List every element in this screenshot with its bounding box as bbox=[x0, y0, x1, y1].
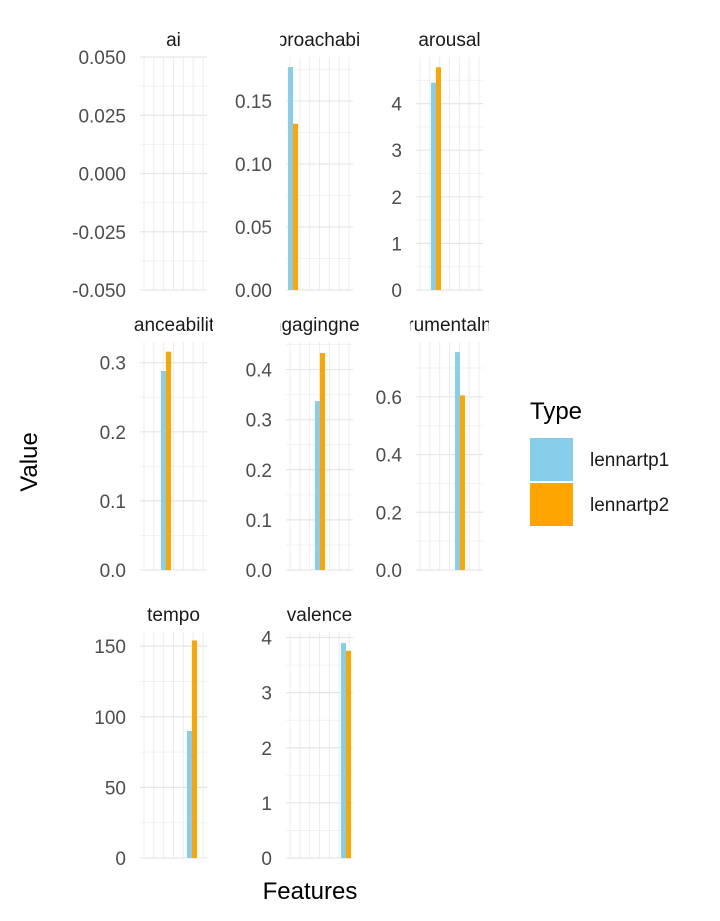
y-tick-label: 50 bbox=[105, 778, 126, 799]
y-tick-label: 0.00 bbox=[235, 281, 272, 302]
bar-instrumentalness-lennartp2 bbox=[460, 395, 465, 570]
y-tick-label: 0.3 bbox=[246, 411, 272, 432]
y-tick-label: 0.025 bbox=[78, 106, 126, 127]
facet-strip-label: instrumentalness bbox=[378, 315, 522, 336]
y-tick-label: 150 bbox=[94, 637, 126, 658]
facet-panel-danceability: 0.0 0.1 0.2 0.3 danceability bbox=[100, 315, 224, 582]
y-tick-label: 0.0 bbox=[376, 561, 402, 582]
x-axis-title: Features bbox=[263, 878, 358, 905]
y-tick-label: 0.1 bbox=[246, 511, 272, 532]
y-axis-title: Value bbox=[16, 432, 43, 492]
facet-panel-tempo: 0 50 100 150 tempo bbox=[94, 605, 207, 870]
bar-valence-lennartp2 bbox=[346, 650, 351, 858]
legend-label-lennartp1: lennartp1 bbox=[590, 450, 669, 471]
legend: Type lennartp1 lennartp2 bbox=[530, 398, 669, 526]
y-tick-label: 4 bbox=[391, 95, 402, 116]
facet-panel-instrumentalness: 0.0 0.2 0.4 0.6 instrumentalness bbox=[376, 315, 522, 582]
bar-danceability-lennartp1 bbox=[161, 371, 166, 570]
facet-panels: -0.050-0.0250.0000.0250.050ai0.000.050.1… bbox=[72, 30, 522, 870]
facet-strip-label: danceability bbox=[123, 315, 224, 336]
y-tick-label: 0.15 bbox=[235, 92, 272, 113]
y-tick-label: 0 bbox=[115, 849, 126, 870]
y-tick-label: 0.4 bbox=[376, 446, 403, 467]
bar-valence-lennartp1 bbox=[341, 643, 346, 858]
facet-strip-label: tempo bbox=[147, 605, 200, 626]
bar-tempo-lennartp2 bbox=[192, 640, 197, 858]
y-tick-label: 2 bbox=[261, 739, 272, 760]
bar-engagingness-lennartp2 bbox=[320, 353, 325, 570]
y-tick-label: 1 bbox=[261, 794, 272, 815]
y-tick-label: 1 bbox=[391, 234, 402, 255]
bar-engagingness-lennartp1 bbox=[315, 401, 320, 570]
y-tick-label: 0.1 bbox=[100, 492, 126, 513]
y-tick-label: 0.05 bbox=[235, 218, 272, 239]
bar-approachability-lennartp2 bbox=[293, 123, 298, 291]
facet-panel-engagingness: 0.0 0.1 0.2 0.3 0.4 engagingness bbox=[246, 315, 378, 582]
y-tick-label: 100 bbox=[94, 708, 126, 729]
y-tick-label: 0.0 bbox=[100, 561, 126, 582]
y-tick-label: 0 bbox=[391, 281, 402, 302]
y-tick-label: 3 bbox=[391, 141, 402, 162]
legend-title: Type bbox=[530, 398, 582, 425]
y-tick-label: 4 bbox=[261, 629, 272, 650]
legend-key-lennartp1 bbox=[530, 438, 573, 481]
bar-approachability-lennartp1 bbox=[288, 67, 293, 290]
facet-panel-ai: -0.050 -0.025 0.000 0.025 0.050 ai bbox=[72, 30, 207, 302]
y-tick-label: 0.3 bbox=[100, 354, 126, 375]
y-tick-label: 2 bbox=[391, 188, 402, 209]
bar-arousal-lennartp1 bbox=[431, 82, 436, 290]
y-tick-label: -0.050 bbox=[72, 281, 126, 302]
facet-panel-approachability: 0.00 0.05 0.10 0.15 approachability bbox=[235, 30, 384, 302]
bar-instrumentalness-lennartp1 bbox=[455, 352, 460, 570]
y-tick-label: 0.050 bbox=[78, 48, 126, 69]
bar-danceability-lennartp2 bbox=[166, 351, 171, 570]
facet-strip-label: approachability bbox=[256, 30, 384, 51]
y-tick-label: 0.6 bbox=[376, 388, 402, 409]
y-tick-label: 0.0 bbox=[246, 561, 272, 582]
y-tick-label: 0.2 bbox=[246, 461, 272, 482]
facet-strip-label: engagingness bbox=[260, 315, 378, 336]
legend-key-lennartp2 bbox=[530, 483, 573, 526]
y-tick-label: 0.2 bbox=[376, 503, 402, 524]
facet-panel-arousal: 0 1 2 3 4 arousal bbox=[391, 30, 483, 302]
y-tick-label: 3 bbox=[261, 684, 272, 705]
y-tick-label: 0.10 bbox=[235, 155, 272, 176]
y-tick-label: 0.000 bbox=[78, 165, 126, 186]
facet-strip-label: arousal bbox=[418, 30, 480, 51]
y-tick-label: -0.025 bbox=[72, 223, 126, 244]
bar-arousal-lennartp2 bbox=[436, 67, 441, 290]
y-tick-label: 0.4 bbox=[246, 361, 273, 382]
bar-tempo-lennartp1 bbox=[187, 730, 192, 858]
facet-strip-label: ai bbox=[166, 30, 181, 51]
y-tick-label: 0.2 bbox=[100, 423, 126, 444]
facet-strip-label: valence bbox=[287, 605, 353, 626]
facet-panel-valence: 0 1 2 3 4 valence bbox=[261, 605, 353, 870]
legend-label-lennartp2: lennartp2 bbox=[590, 495, 669, 516]
y-tick-label: 0 bbox=[261, 849, 272, 870]
